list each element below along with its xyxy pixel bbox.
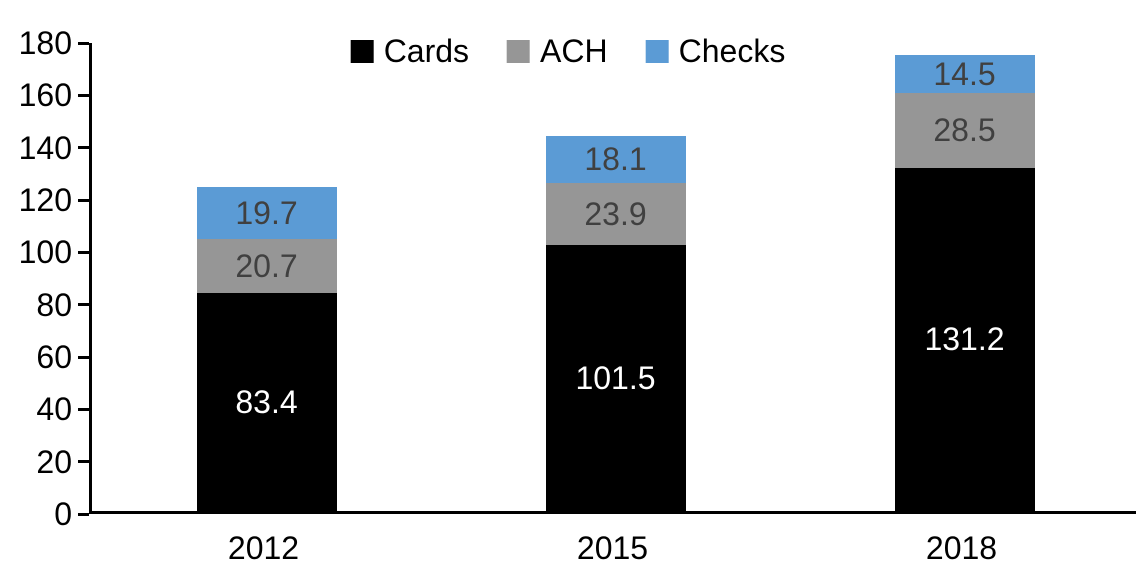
bar-segment-2015-checks: 18.1 — [545, 135, 686, 183]
data-label: 19.7 — [235, 194, 298, 231]
data-label: 23.9 — [584, 196, 647, 233]
legend-label: Cards — [383, 33, 470, 69]
bar-segment-2018-ach: 28.5 — [894, 93, 1035, 168]
y-axis-label: 80 — [36, 286, 72, 323]
y-axis-tick — [78, 512, 89, 516]
y-axis-label: 120 — [18, 182, 72, 218]
y-axis-label: 60 — [36, 339, 72, 375]
y-axis-label: 140 — [18, 129, 72, 166]
y-axis-label: 20 — [36, 443, 72, 480]
y-axis-label: 180 — [18, 25, 72, 61]
legend-label: ACH — [540, 33, 608, 69]
y-axis-tick — [78, 250, 89, 254]
data-label: 83.4 — [235, 383, 298, 420]
x-axis-label: 2018 — [925, 530, 998, 566]
bar-segment-2012-checks: 19.7 — [196, 187, 337, 239]
y-axis-tick — [78, 460, 89, 464]
y-axis-label: 40 — [36, 391, 72, 428]
y-axis-label: 0 — [54, 496, 72, 532]
bar-2015: 18.1 23.9 101.5 — [545, 135, 686, 511]
bar-segment-2012-ach: 20.7 — [196, 238, 337, 293]
data-label: 14.5 — [933, 56, 996, 93]
bar-2018: 14.5 28.5 131.2 — [894, 55, 1035, 511]
plot-area: 0 20 40 60 80 100 120 140 160 180 19.7 20.7 83.4 18.1… — [19, 27, 1136, 530]
data-label: 18.1 — [584, 141, 647, 178]
legend-item-ach: ACH — [507, 34, 608, 68]
y-axis-label: 160 — [18, 77, 72, 114]
legend: Cards ACH Checks — [344, 33, 792, 69]
bar-2012: 19.7 20.7 83.4 — [196, 187, 337, 511]
legend-item-cards: Cards — [350, 33, 470, 69]
y-axis-tick — [78, 146, 89, 150]
legend-swatch-cards — [350, 39, 374, 63]
legend-swatch-ach — [507, 39, 531, 63]
y-axis-tick — [78, 355, 89, 359]
x-axis-label: 2012 — [227, 530, 300, 566]
data-label: 131.2 — [924, 321, 1005, 358]
legend-label: Checks — [678, 33, 786, 69]
legend-item-checks: Checks — [645, 33, 786, 69]
bar-segment-2012-cards: 83.4 — [196, 292, 337, 511]
bar-segment-2018-checks: 14.5 — [894, 55, 1035, 94]
bar-segment-2015-cards: 101.5 — [545, 245, 686, 511]
y-axis-tick — [78, 407, 89, 411]
data-label: 101.5 — [575, 360, 656, 397]
x-axis-label: 2015 — [576, 530, 649, 566]
y-axis-tick — [78, 303, 89, 307]
y-axis-label: 100 — [18, 234, 72, 271]
legend-swatch-checks — [645, 39, 669, 63]
y-axis-tick — [78, 41, 89, 45]
data-label: 28.5 — [933, 112, 996, 149]
y-axis-tick — [78, 198, 89, 202]
bar-segment-2018-cards: 131.2 — [894, 167, 1035, 511]
data-label: 20.7 — [235, 247, 298, 284]
y-axis-tick — [78, 93, 89, 97]
bar-segment-2015-ach: 23.9 — [545, 182, 686, 246]
